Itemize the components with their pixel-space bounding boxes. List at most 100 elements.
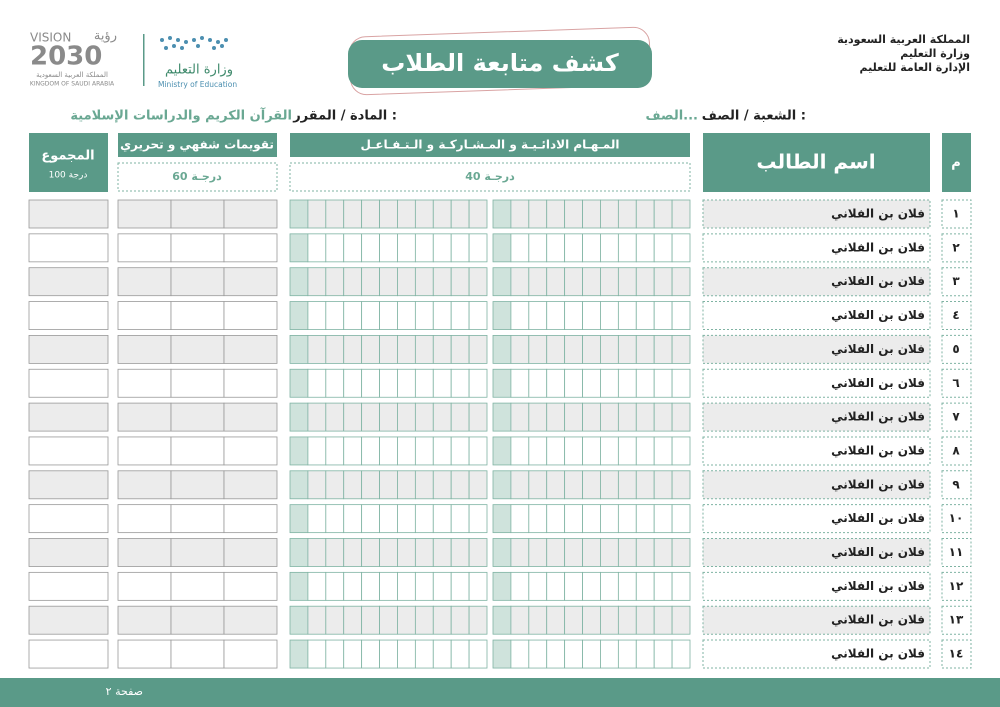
oral-cell (170, 571, 225, 601)
task-cell (325, 334, 345, 364)
task-cell (361, 605, 380, 635)
task-cell (325, 368, 345, 398)
title: كشف متابعة الطلاب (381, 49, 618, 77)
vision-en: VISION (30, 31, 71, 45)
class-value: الصف... (646, 109, 698, 124)
task-cell (617, 436, 637, 466)
task-cell (653, 199, 673, 229)
task-cell (343, 368, 363, 398)
task-cell (325, 470, 345, 500)
task-cell (528, 470, 548, 500)
task-cell (653, 436, 673, 466)
task-cell (492, 334, 512, 364)
task-cell (564, 571, 583, 601)
task-cell (671, 436, 691, 466)
task-cell (289, 301, 309, 330)
oral-cell (170, 402, 225, 432)
task-cell (528, 639, 548, 669)
task-cell (635, 571, 655, 601)
name-cell (702, 301, 931, 331)
task-cell (450, 199, 470, 229)
oral-cell (170, 199, 225, 229)
task-cell (617, 605, 637, 635)
task-cell (546, 199, 566, 229)
name-cell (702, 504, 931, 534)
task-cell (653, 639, 673, 669)
task-cell (653, 334, 673, 364)
task-cell (510, 639, 530, 669)
task-cell (528, 267, 548, 297)
name-cell (702, 538, 931, 567)
task-cell (343, 301, 363, 330)
task-cell (307, 470, 327, 500)
task-cell (450, 402, 470, 432)
number-cell (941, 436, 972, 466)
task-cell (414, 368, 434, 398)
number-cell (941, 571, 972, 601)
task-cell (492, 571, 512, 601)
task-cell (397, 199, 416, 229)
task-cell (307, 402, 327, 432)
row-number: ١١ (949, 545, 964, 559)
task-cell (468, 605, 488, 635)
oral-cell (117, 199, 172, 229)
oral-cell (170, 605, 225, 635)
task-cell (528, 199, 548, 229)
name-cell (702, 639, 931, 669)
task-cell (325, 538, 345, 567)
number-cell (941, 639, 972, 669)
oral-cell (223, 301, 278, 330)
oral-cell (117, 605, 172, 635)
task-cell (343, 233, 363, 263)
task-cell (492, 605, 512, 635)
task-cell (361, 470, 380, 500)
task-cell (325, 267, 345, 297)
task-cell (397, 267, 416, 297)
task-cell (617, 639, 637, 669)
task-cell (582, 301, 601, 330)
oral-cell (117, 334, 172, 364)
task-cell (635, 301, 655, 330)
student-name: فلان بن الفلاني (831, 410, 925, 424)
header-cell (942, 133, 971, 192)
task-cell (432, 402, 452, 432)
number-cell (941, 301, 972, 331)
task-cell (450, 301, 470, 330)
task-cell (361, 436, 380, 466)
task-cell (510, 233, 530, 263)
total-cell (28, 436, 109, 466)
task-cell (325, 402, 345, 432)
task-cell (397, 504, 416, 534)
task-cell (289, 334, 309, 364)
task-cell (289, 233, 309, 263)
task-cell (617, 334, 637, 364)
name-cell (702, 571, 931, 601)
student-name: فلان بن الفلاني (831, 647, 925, 661)
oral-cell (223, 571, 278, 601)
task-cell (397, 436, 416, 466)
task-cell (325, 639, 345, 669)
total-cell (28, 233, 109, 263)
task-cell (528, 334, 548, 364)
task-cell (325, 233, 345, 263)
task-cell (635, 368, 655, 398)
oral-cell (170, 267, 225, 297)
task-cell (671, 334, 691, 364)
task-cell (600, 538, 619, 567)
task-cell (397, 639, 416, 669)
task-cell (397, 233, 416, 263)
subject-value: القرآن الكريم والدراسات الإسلامية (70, 107, 292, 124)
row-number: ٧ (952, 410, 960, 424)
task-cell (653, 571, 673, 601)
task-cell (432, 538, 452, 567)
task-cell (289, 571, 309, 601)
name-cell (702, 267, 931, 297)
oral-cell (170, 301, 225, 330)
row-number: ١٠ (949, 511, 964, 525)
task-cell (414, 199, 434, 229)
task-cell (582, 470, 601, 500)
task-cell (307, 571, 327, 601)
task-cell (617, 470, 637, 500)
task-cell (528, 301, 548, 330)
number-cell (941, 267, 972, 297)
